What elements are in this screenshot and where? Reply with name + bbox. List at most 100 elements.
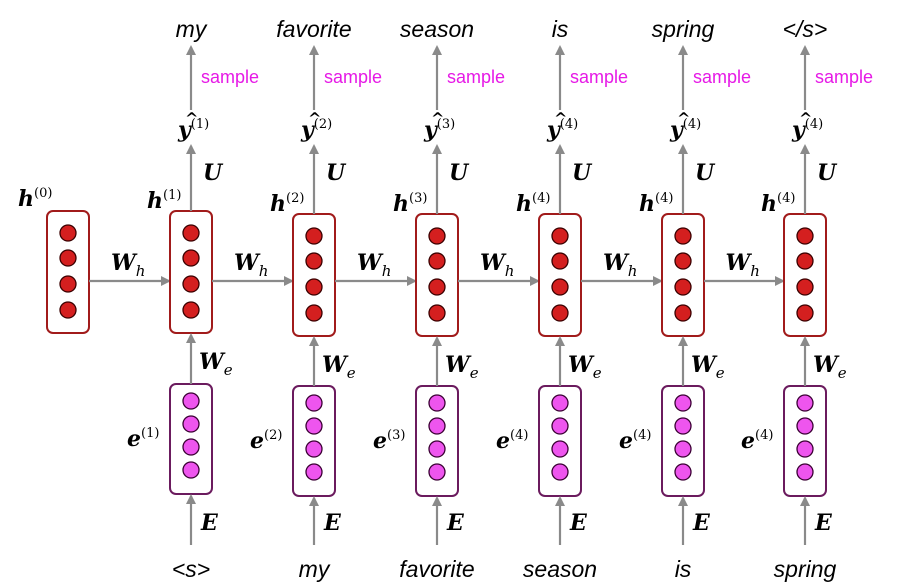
embedding-neuron xyxy=(428,463,446,481)
sample-label: sample xyxy=(201,67,259,87)
h0-neuron xyxy=(59,301,77,319)
output-distribution-label: y(4) xyxy=(669,117,701,143)
embedding-neuron xyxy=(674,417,692,435)
hat-accent: ^ xyxy=(308,109,321,128)
h0-label: h(0) xyxy=(18,186,52,212)
embedding-label: e(4) xyxy=(496,428,528,454)
embedding-neuron xyxy=(182,438,200,456)
input-word: spring xyxy=(774,556,837,582)
hat-accent: ^ xyxy=(185,109,198,128)
input-word: season xyxy=(523,556,597,582)
hidden-neuron xyxy=(551,227,569,245)
embedding-neuron xyxy=(796,440,814,458)
embedding-label: e(4) xyxy=(741,428,773,454)
h0-box xyxy=(46,210,90,334)
hidden-state-label: h(4) xyxy=(761,191,795,217)
hidden-neuron xyxy=(305,304,323,322)
hidden-neuron xyxy=(796,252,814,270)
h0-neuron xyxy=(59,224,77,242)
output-distribution-label: y(3) xyxy=(423,117,455,143)
embedding-neuron xyxy=(182,392,200,410)
wh-label: Wh xyxy=(357,250,391,280)
hidden-neuron xyxy=(796,304,814,322)
we-label: We xyxy=(691,352,725,382)
E-matrix-label: E xyxy=(569,510,588,536)
hidden-state-label: h(2) xyxy=(270,191,304,217)
embedding-neuron xyxy=(305,394,323,412)
hidden-neuron xyxy=(796,278,814,296)
embedding-neuron xyxy=(796,394,814,412)
output-distribution-label: y(1) xyxy=(177,117,209,143)
hidden-state-label: h(3) xyxy=(393,191,427,217)
embedding-neuron xyxy=(305,417,323,435)
output-distribution-label: y(2) xyxy=(300,117,332,143)
hat-accent: ^ xyxy=(431,109,444,128)
h0-neuron xyxy=(59,249,77,267)
hidden-state-label: h(4) xyxy=(516,191,550,217)
wh-label: Wh xyxy=(234,250,268,280)
sample-label: sample xyxy=(324,67,382,87)
sample-label: sample xyxy=(447,67,505,87)
E-matrix-label: E xyxy=(692,510,711,536)
hat-accent: ^ xyxy=(554,109,567,128)
hidden-neuron xyxy=(674,304,692,322)
U-matrix-label: U xyxy=(695,160,716,186)
output-word: season xyxy=(400,16,474,42)
we-label: We xyxy=(568,352,602,382)
hidden-neuron xyxy=(305,227,323,245)
U-matrix-label: U xyxy=(449,160,470,186)
output-distribution-label: y(4) xyxy=(791,117,823,143)
time-step-5: Wh h(4) e(4) We Eis Uy(4)^ sample spring xyxy=(581,16,751,582)
U-matrix-label: U xyxy=(326,160,347,186)
embedding-neuron xyxy=(674,394,692,412)
hidden-neuron xyxy=(551,252,569,270)
U-matrix-label: U xyxy=(203,160,224,186)
hidden-neuron xyxy=(182,301,200,319)
sample-label: sample xyxy=(815,67,873,87)
embedding-neuron xyxy=(551,417,569,435)
embedding-neuron xyxy=(428,417,446,435)
hidden-neuron xyxy=(428,278,446,296)
embedding-neuron xyxy=(674,463,692,481)
wh-label: Wh xyxy=(111,250,145,280)
wh-label: Wh xyxy=(480,250,514,280)
U-matrix-label: U xyxy=(817,160,838,186)
hidden-state-label: h(4) xyxy=(639,191,673,217)
hidden-neuron xyxy=(182,224,200,242)
hidden-neuron xyxy=(551,304,569,322)
sample-label: sample xyxy=(570,67,628,87)
hidden-neuron xyxy=(305,252,323,270)
time-steps: Whh(1)e(1)WeE<s>Uy(1)^samplemyWhh(2)e(2)… xyxy=(89,16,873,582)
embedding-neuron xyxy=(428,440,446,458)
we-label: We xyxy=(813,352,847,382)
output-word: spring xyxy=(652,16,715,42)
hidden-neuron xyxy=(305,278,323,296)
embedding-neuron xyxy=(305,440,323,458)
output-word: </s> xyxy=(783,16,828,42)
embedding-neuron xyxy=(305,463,323,481)
embedding-neuron xyxy=(796,463,814,481)
we-label: We xyxy=(445,352,479,382)
input-word: is xyxy=(675,556,692,582)
wh-label: Wh xyxy=(726,250,760,280)
wh-label: Wh xyxy=(603,250,637,280)
E-matrix-label: E xyxy=(200,510,219,536)
embedding-neuron xyxy=(551,394,569,412)
h0-neuron xyxy=(59,275,77,293)
embedding-label: e(4) xyxy=(619,428,651,454)
embedding-neuron xyxy=(428,394,446,412)
output-word: my xyxy=(176,16,208,42)
embedding-neuron xyxy=(551,440,569,458)
hidden-neuron xyxy=(182,275,200,293)
embedding-neuron xyxy=(796,417,814,435)
hidden-neuron xyxy=(796,227,814,245)
time-step-2: Wh h(2) e(2) We Emy Uy(2)^ sample favorite xyxy=(212,16,382,582)
embedding-neuron xyxy=(182,461,200,479)
output-word: favorite xyxy=(276,16,351,42)
hat-accent: ^ xyxy=(677,109,690,128)
hidden-neuron xyxy=(551,278,569,296)
initial-hidden-state: h(0) xyxy=(18,186,90,334)
U-matrix-label: U xyxy=(572,160,593,186)
